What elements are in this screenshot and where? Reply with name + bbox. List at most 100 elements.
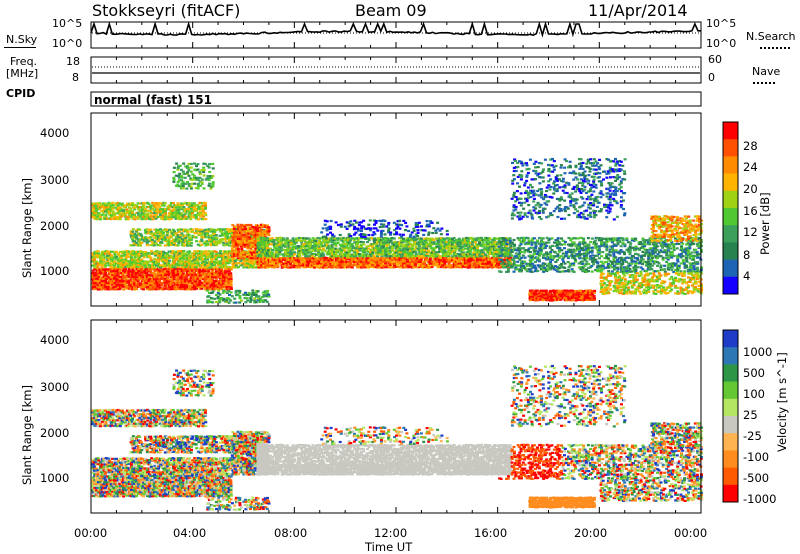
power-y-tick-1000: 1000 — [40, 264, 70, 278]
power-cell — [510, 249, 514, 252]
power-cell — [118, 269, 122, 273]
power-cell — [283, 257, 287, 260]
power-cell — [494, 237, 498, 240]
power-cell — [195, 268, 199, 271]
power-cell — [263, 243, 267, 246]
power-cell — [325, 241, 329, 244]
power-cell — [444, 252, 448, 255]
power-cell — [472, 266, 476, 269]
power-cell — [225, 278, 229, 281]
power-cell — [430, 265, 434, 269]
power-cell — [185, 228, 189, 231]
power-cell — [434, 263, 438, 267]
power-cell — [367, 257, 371, 260]
power-cell — [358, 240, 362, 244]
power-cell — [391, 241, 395, 244]
power-cell — [321, 264, 325, 267]
power-cell — [419, 260, 423, 263]
power-cell — [385, 250, 389, 253]
power-cell — [203, 211, 207, 214]
power-cell — [339, 225, 343, 228]
power-cell — [394, 255, 398, 258]
power-cell — [219, 256, 223, 259]
power-cell — [412, 257, 416, 260]
power-cell — [430, 247, 434, 250]
power-cell — [258, 224, 262, 227]
power-cell — [254, 248, 258, 251]
power-cell — [94, 252, 98, 255]
power-cell — [254, 253, 258, 256]
power-cell — [168, 215, 172, 218]
power-cell — [131, 276, 135, 279]
power-cell — [401, 250, 405, 253]
power-cell — [356, 257, 360, 260]
power-cell — [336, 262, 340, 265]
power-cell — [91, 256, 95, 259]
power-cell — [181, 215, 185, 218]
power-cell — [436, 237, 440, 240]
power-cell — [236, 237, 240, 240]
power-cell — [399, 243, 403, 246]
power-cell — [309, 262, 313, 265]
power-cell — [158, 256, 162, 259]
power-cell — [492, 265, 496, 268]
power-cell — [397, 241, 401, 244]
power-cell — [465, 257, 469, 260]
power-cell — [163, 287, 167, 290]
power-cell — [256, 257, 260, 260]
power-cell — [106, 254, 109, 257]
power-cell — [345, 221, 349, 224]
power-cell — [324, 262, 328, 265]
power-cb-tick-24: 24 — [743, 160, 758, 174]
power-cell — [330, 245, 334, 248]
power-cell — [158, 244, 162, 247]
power-cell — [395, 227, 398, 230]
power-cell — [191, 262, 195, 265]
power-cell — [151, 208, 155, 211]
power-cell — [414, 262, 418, 265]
power-cell — [441, 258, 445, 261]
power-cell — [208, 260, 212, 263]
power-cell — [378, 247, 382, 250]
power-cell — [256, 231, 260, 234]
power-cell — [116, 274, 120, 277]
power-cell — [133, 277, 136, 280]
power-cell — [254, 233, 258, 236]
power-cell — [360, 237, 363, 240]
power-cell — [258, 245, 262, 248]
power-cell — [214, 280, 218, 283]
power-cell — [177, 264, 181, 267]
power-cell — [200, 263, 204, 267]
power-cell — [521, 260, 525, 263]
power-cell — [124, 274, 128, 277]
power-cell — [104, 264, 108, 267]
power-cell — [171, 205, 175, 209]
power-cell — [222, 269, 226, 272]
power-cell — [367, 262, 371, 265]
power-cell — [499, 257, 503, 260]
power-cell — [165, 234, 169, 237]
power-cell — [441, 262, 445, 265]
power-cell — [438, 264, 442, 267]
power-cell — [180, 239, 184, 243]
power-cell — [201, 268, 205, 271]
power-cell — [361, 265, 365, 269]
power-cell — [109, 218, 113, 221]
power-cell — [404, 229, 407, 232]
power-cell — [470, 255, 474, 258]
power-cell — [476, 246, 479, 249]
power-cell — [214, 282, 218, 285]
power-cell — [114, 268, 118, 271]
power-cell — [352, 258, 356, 261]
power-cell — [186, 232, 190, 235]
power-cell — [125, 210, 129, 213]
power-cell — [149, 260, 153, 263]
power-cell — [138, 228, 142, 231]
power-cell — [200, 232, 204, 235]
cpid-label: CPID — [6, 87, 36, 100]
power-cell — [212, 232, 216, 235]
power-cell — [213, 263, 217, 267]
power-cell — [182, 234, 186, 237]
power-cell — [187, 254, 191, 257]
x-tick-0400: 04:00 — [173, 526, 207, 540]
